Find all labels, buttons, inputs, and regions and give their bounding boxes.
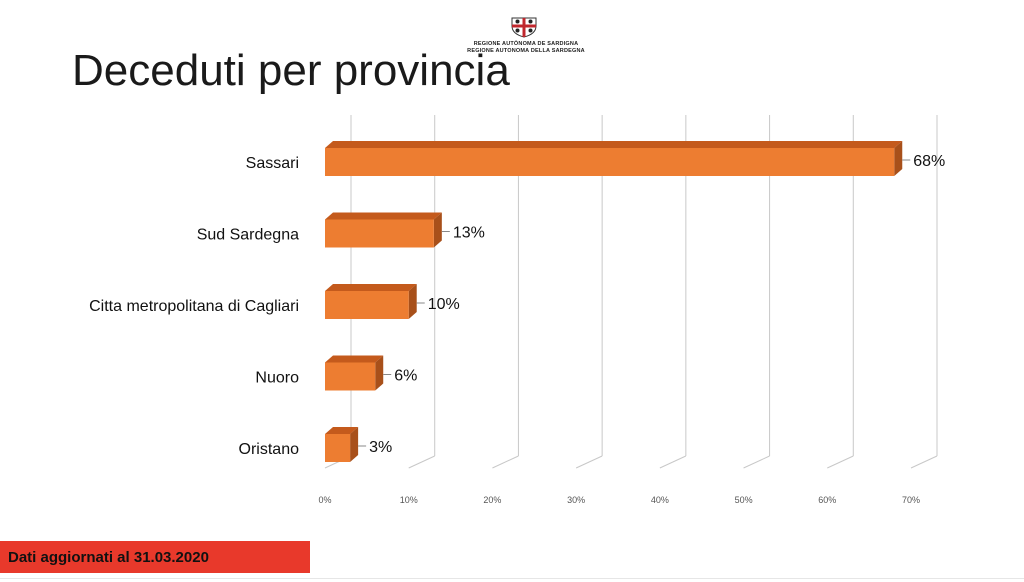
regional-coat-of-arms-icon (511, 17, 537, 38)
bar-oristano (325, 427, 359, 462)
bar-sassari (325, 141, 903, 176)
x-tick-label-40: 40% (651, 495, 669, 505)
x-tick-label-70: 70% (902, 495, 920, 505)
x-tick-label-60: 60% (818, 495, 836, 505)
value-label: 3% (369, 439, 392, 456)
gridline-70 (910, 115, 938, 469)
update-date-badge: Dati aggiornati al 31.03.2020 (0, 541, 310, 573)
logo-text-line-2: REGIONE AUTONOMA DELLA SARDEGNA (467, 48, 585, 54)
value-label: 10% (428, 296, 460, 313)
x-tick-label-30: 30% (567, 495, 585, 505)
category-label: Oristano (239, 441, 300, 458)
slide-title: Deceduti per provincia (72, 46, 510, 95)
category-label: Sassari (246, 155, 299, 172)
bar-citta-metropolitana-di-cagliari (325, 284, 417, 319)
bar-nuoro (325, 355, 384, 391)
value-label: 13% (453, 225, 485, 242)
bar-sud-sardegna (325, 212, 442, 248)
value-label: 6% (394, 368, 417, 385)
x-tick-label-50: 50% (735, 495, 753, 505)
x-tick-label-0: 0% (318, 495, 331, 505)
category-label: Sud Sardegna (197, 227, 299, 244)
bottom-divider (0, 578, 1024, 579)
x-tick-label-10: 10% (400, 495, 418, 505)
logo-text-line-1: REGIONE AUTÒNOMA DE SARDIGNA (473, 41, 579, 47)
value-label: 68% (913, 153, 945, 170)
x-tick-label-20: 20% (483, 495, 501, 505)
category-label: Citta metropolitana di Cagliari (89, 298, 299, 315)
update-date-text: Dati aggiornati al 31.03.2020 (8, 548, 209, 566)
category-label: Nuoro (255, 370, 299, 387)
region-logo: REGIONE AUTÒNOMA DE SARDIGNA REGIONE AUT… (466, 16, 586, 56)
